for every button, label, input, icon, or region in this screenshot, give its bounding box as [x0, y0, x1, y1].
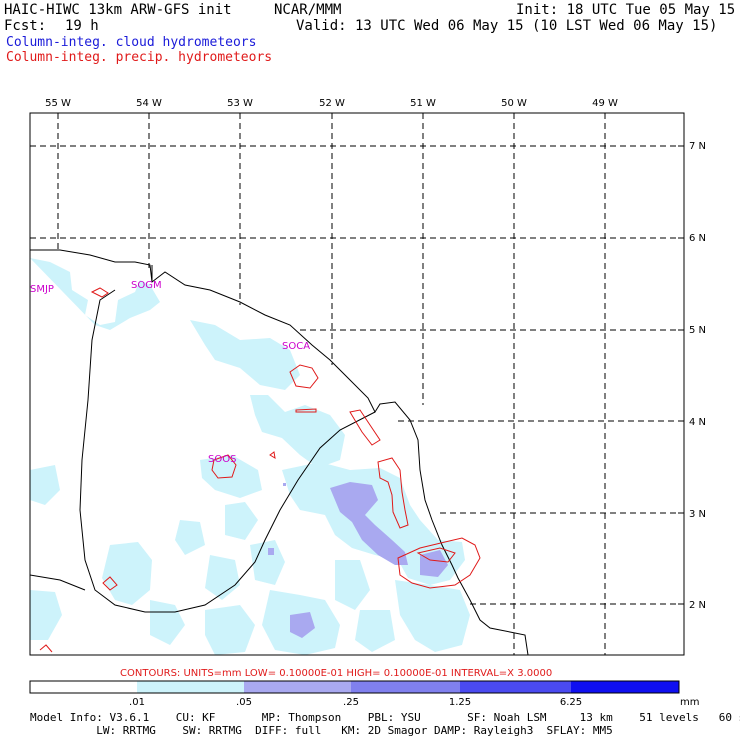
- latitude-labels: 7 N 6 N 5 N 4 N 3 N 2 N: [689, 141, 706, 611]
- colorbar-tick: 6.25: [560, 697, 582, 708]
- forecast-label: Fcst:: [4, 18, 47, 34]
- lon-label: 52 W: [319, 98, 345, 109]
- lat-label: 7 N: [689, 141, 706, 152]
- precip-contours: [39, 287, 481, 653]
- valid-time: Valid: 13 UTC Wed 06 May 15 (10 LST Wed …: [296, 18, 718, 34]
- station-labels: SMJP SOGM SOCA SOOS: [30, 280, 310, 465]
- station-label: SMJP: [30, 284, 54, 295]
- cloud-shading-medium: [268, 482, 448, 638]
- lon-label: 54 W: [136, 98, 162, 109]
- lat-label: 3 N: [689, 509, 706, 520]
- frame-ticks: [57, 113, 684, 605]
- lat-label: 5 N: [689, 325, 706, 336]
- lat-label: 2 N: [689, 600, 706, 611]
- lon-label: 50 W: [501, 98, 527, 109]
- precip-field-label: Column-integ. precip. hydrometeors: [6, 50, 273, 65]
- colorbar-tick: 1.25: [449, 697, 471, 708]
- contour-info: CONTOURS: UNITS=mm LOW= 0.10000E-01 HIGH…: [120, 668, 552, 679]
- forecast-hour: 19 h: [65, 18, 99, 34]
- coastline: [30, 249, 529, 655]
- model-info-line2: LW: RRTMG SW: RRTMG DIFF: full KM: 2D Sm…: [30, 724, 613, 737]
- lon-label: 51 W: [410, 98, 436, 109]
- colorbar-tick: .25: [343, 697, 359, 708]
- station-label: SOGM: [131, 280, 162, 291]
- longitude-labels: 55 W 54 W 53 W 52 W 51 W 50 W 49 W: [45, 98, 618, 109]
- cloud-field-label: Column-integ. cloud hydrometeors: [6, 35, 257, 50]
- org-label: NCAR/MMM: [274, 2, 342, 18]
- colorbar-tick: .01: [129, 697, 145, 708]
- lat-lon-grid: [30, 113, 684, 655]
- model-title: HAIC-HIWC 13km ARW-GFS init: [4, 2, 232, 18]
- model-info-line1: Model Info: V3.6.1 CU: KF MP: Thompson P…: [30, 711, 740, 724]
- lon-label: 49 W: [592, 98, 618, 109]
- station-label: SOOS: [208, 454, 236, 465]
- lat-label: 6 N: [689, 233, 706, 244]
- colorbar: .01 .05 .25 1.25 6.25 mm: [29, 680, 699, 708]
- lon-label: 55 W: [45, 98, 71, 109]
- map-frame: [29, 112, 685, 656]
- colorbar-units: mm: [680, 697, 699, 708]
- colorbar-tick: .05: [236, 697, 252, 708]
- station-label: SOCA: [282, 341, 310, 352]
- init-time: Init: 18 UTC Tue 05 May 15: [516, 2, 736, 18]
- lon-label: 53 W: [227, 98, 253, 109]
- lat-label: 4 N: [689, 417, 706, 428]
